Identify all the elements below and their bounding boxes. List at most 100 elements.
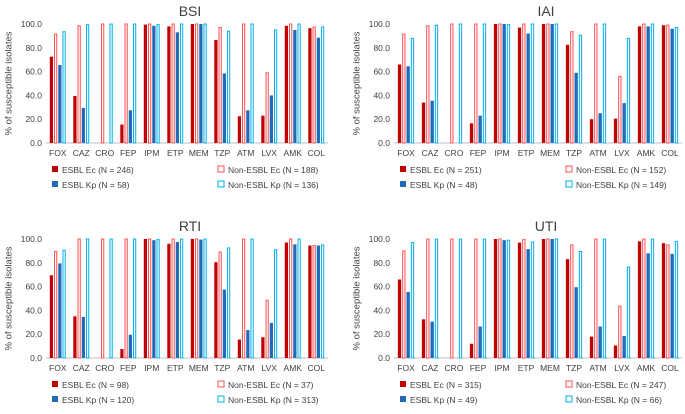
bar-non-esbl-ec-amk — [642, 238, 646, 359]
y-tick-label: 40.0 — [25, 90, 42, 100]
bar-non-esbl-ec-fep — [124, 238, 128, 359]
y-tick-label: 100.0 — [369, 19, 391, 29]
x-tick-label: IPM — [494, 363, 509, 373]
bar-esbl-ec-fox — [49, 56, 54, 143]
bar-esbl-kp-tzp — [222, 289, 226, 358]
bar-non-esbl-kp-lvx — [626, 37, 631, 144]
x-tick-label: CRO — [445, 363, 464, 373]
bar-non-esbl-kp-cro — [458, 23, 463, 144]
y-tick-label: 80.0 — [373, 43, 390, 53]
bar-esbl-kp-lvx — [622, 335, 626, 358]
bar-esbl-ec-tzp — [214, 262, 218, 358]
y-tick-label: 60.0 — [373, 282, 390, 292]
legend-label: Non-ESBL Ec (N = 152) — [576, 165, 666, 175]
y-tick-label: 0.0 — [378, 353, 390, 363]
bar-non-esbl-kp-ipm — [506, 24, 511, 144]
bar-non-esbl-ec-amk — [289, 23, 293, 144]
bar-esbl-kp-fox — [58, 65, 62, 143]
bar-esbl-ec-amk — [284, 242, 289, 358]
x-tick-label: TZP — [214, 363, 230, 373]
bar-non-esbl-ec-fox — [54, 33, 58, 144]
y-tick-label: 100.0 — [21, 234, 43, 244]
bar-non-esbl-ec-fep — [474, 23, 478, 144]
bar-esbl-kp-caz — [430, 100, 434, 143]
x-tick-label: FEP — [120, 148, 137, 158]
x-tick-label: FOX — [397, 148, 415, 158]
x-tick-label: COL — [661, 363, 679, 373]
x-tick-label: AMK — [284, 148, 303, 158]
x-tick-label: IPM — [144, 363, 159, 373]
x-tick-label: CRO — [445, 148, 464, 158]
bar-non-esbl-kp-etp — [530, 23, 535, 144]
bar-esbl-ec-lvx — [261, 337, 265, 358]
bar-esbl-kp-caz — [81, 316, 85, 358]
bar-non-esbl-ec-lvx — [618, 75, 622, 144]
bar-esbl-kp-ipm — [152, 25, 156, 143]
bar-non-esbl-kp-fox — [410, 242, 415, 359]
y-tick-label: 0.0 — [30, 138, 42, 148]
legend-swatch — [565, 395, 573, 403]
legend-swatch — [400, 166, 406, 172]
bar-esbl-ec-etp — [167, 26, 171, 144]
bar-esbl-ec-etp — [517, 242, 522, 358]
bar-non-esbl-kp-caz — [434, 24, 439, 144]
bar-non-esbl-kp-ipm — [156, 239, 160, 359]
bar-non-esbl-ec-mem — [195, 238, 199, 359]
legend-label: ESBL Ec (N = 315) — [410, 380, 482, 390]
bar-non-esbl-kp-tzp — [578, 34, 583, 144]
bar-non-esbl-ec-caz — [426, 25, 430, 144]
bar-non-esbl-kp-ipm — [506, 239, 511, 359]
chart-title: BSI — [179, 3, 202, 19]
bar-non-esbl-kp-atm — [250, 23, 254, 144]
bar-non-esbl-ec-cro — [450, 23, 454, 144]
bar-esbl-ec-lvx — [261, 115, 265, 143]
legend-swatch — [52, 166, 58, 172]
y-tick-label: 20.0 — [25, 114, 42, 124]
x-tick-label: AMK — [284, 363, 303, 373]
bar-non-esbl-kp-tzp — [578, 250, 583, 359]
bar-non-esbl-ec-amk — [642, 23, 646, 144]
bar-esbl-kp-fox — [406, 291, 410, 358]
y-tick-label: 20.0 — [373, 114, 390, 124]
bar-esbl-ec-fox — [49, 275, 54, 358]
bar-non-esbl-kp-mem — [554, 238, 559, 359]
x-tick-label: FOX — [49, 148, 67, 158]
bar-non-esbl-kp-fox — [410, 37, 415, 144]
legend-swatch — [217, 380, 225, 388]
legend-swatch — [565, 165, 573, 173]
legend-swatch — [400, 396, 406, 402]
bar-esbl-ec-fep — [120, 349, 124, 358]
bar-non-esbl-ec-mem — [546, 23, 550, 144]
bar-esbl-kp-amk — [646, 253, 650, 358]
bar-non-esbl-kp-amk — [650, 238, 655, 359]
bar-esbl-kp-lvx — [622, 103, 626, 143]
bar-non-esbl-ec-atm — [242, 238, 246, 359]
bar-non-esbl-kp-etp — [179, 238, 184, 359]
bar-esbl-kp-fep — [478, 326, 482, 358]
legend-label: ESBL Kp (N = 58) — [62, 180, 130, 190]
x-tick-label: ATM — [237, 148, 254, 158]
bar-non-esbl-kp-col — [320, 244, 325, 359]
bar-non-esbl-kp-caz — [434, 238, 439, 359]
chart-title: RTI — [179, 218, 201, 234]
bar-non-esbl-kp-atm — [602, 238, 607, 359]
x-tick-label: COL — [308, 148, 326, 158]
bar-non-esbl-kp-lvx — [626, 266, 631, 359]
legend-swatch — [217, 395, 225, 403]
chart-title: IAI — [537, 3, 554, 19]
y-tick-label: 100.0 — [369, 234, 391, 244]
legend-label: Non-ESBL Ec (N = 188) — [228, 165, 318, 175]
chart-panel-iai: IAI % of susceptible isolates 0.0 20.0 40.0 6… — [352, 3, 682, 190]
y-tick-label: 40.0 — [373, 90, 390, 100]
bar-non-esbl-ec-ipm — [148, 23, 152, 144]
x-tick-label: COL — [308, 363, 326, 373]
bar-non-esbl-kp-cro — [109, 23, 113, 144]
y-axis-label: % of susceptible isolates — [4, 246, 15, 350]
bar-esbl-ec-col — [661, 243, 666, 358]
bar-non-esbl-ec-atm — [594, 23, 598, 144]
bar-esbl-kp-mem — [199, 239, 203, 358]
bar-esbl-ec-fox — [397, 64, 402, 143]
bar-esbl-kp-col — [670, 253, 674, 358]
y-tick-label: 0.0 — [30, 353, 42, 363]
